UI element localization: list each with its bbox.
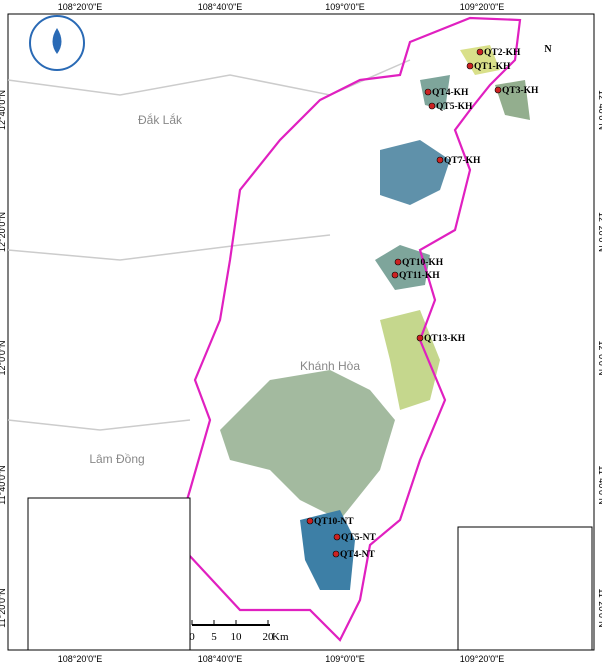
place-name: Lâm Đồng (89, 452, 144, 466)
station-label: QT10-KH (402, 258, 444, 268)
depth-zones (220, 45, 530, 590)
scale-label: 10 (231, 631, 243, 643)
roads (7, 59, 411, 431)
station-marker (476, 48, 484, 56)
coord-label: 108°40'0"E (198, 2, 243, 12)
coord-label: 12°20'0"N (0, 212, 7, 252)
station-marker (424, 88, 432, 96)
coord-label: 108°40'0"E (198, 654, 243, 664)
station-marker (391, 271, 399, 279)
station-marker (466, 62, 474, 70)
legend-box (457, 526, 593, 651)
coord-label: 108°20'0"E (58, 2, 103, 12)
coord-label: 109°20'0"E (460, 2, 505, 12)
coord-label: 12°0'0"N (0, 340, 7, 375)
station-label: QT5-NT (341, 533, 377, 543)
station-label: QT1-KH (474, 62, 511, 72)
station-marker (333, 533, 341, 541)
station-label: QT10-NT (314, 517, 354, 527)
station-marker (416, 334, 424, 342)
station-marker (428, 102, 436, 110)
place-name: Khánh Hòa (300, 359, 360, 373)
station-label: QT2-KH (484, 48, 521, 58)
coord-label: 12°20'0"N (597, 212, 602, 252)
station-marker (436, 156, 444, 164)
coord-label: 109°20'0"E (460, 654, 505, 664)
coord-label: 11°40'0"N (597, 465, 602, 504)
station-label: QT11-KH (399, 271, 440, 281)
place-name: Đắk Lắk (138, 112, 183, 127)
coord-label: 12°40'0"N (597, 90, 602, 130)
scale-label: 0 (189, 631, 195, 643)
station-label: QT3-KH (502, 86, 539, 96)
coord-label: 11°40'0"N (0, 465, 7, 504)
guide-box (27, 497, 191, 651)
province-boundary (173, 16, 522, 642)
station-label: QT5-KH (436, 102, 473, 112)
coord-label: 11°20'0"N (0, 588, 7, 627)
coord-label: 108°20'0"E (58, 654, 103, 664)
station-label: QT4-NT (340, 550, 376, 560)
coord-label: 11°20'0"N (597, 588, 602, 627)
station-marker (494, 86, 502, 94)
station-label: QT13-KH (424, 334, 466, 344)
scale-label: 5 (211, 631, 217, 643)
coord-label: 12°40'0"N (0, 90, 7, 130)
station-marker (306, 517, 314, 525)
coord-label: 109°0'0"E (325, 2, 365, 12)
station-marker (394, 258, 402, 266)
north-arrow: N (544, 44, 552, 55)
coord-label: 12°0'0"N (597, 340, 602, 375)
coord-label: 109°0'0"E (325, 654, 365, 664)
station-label: QT4-KH (432, 88, 469, 98)
logo-drop (52, 28, 62, 54)
station-label: QT7-KH (444, 156, 481, 166)
scale-unit: Km (272, 631, 289, 643)
scale-label: 20 (263, 631, 275, 643)
station-marker (332, 550, 340, 558)
